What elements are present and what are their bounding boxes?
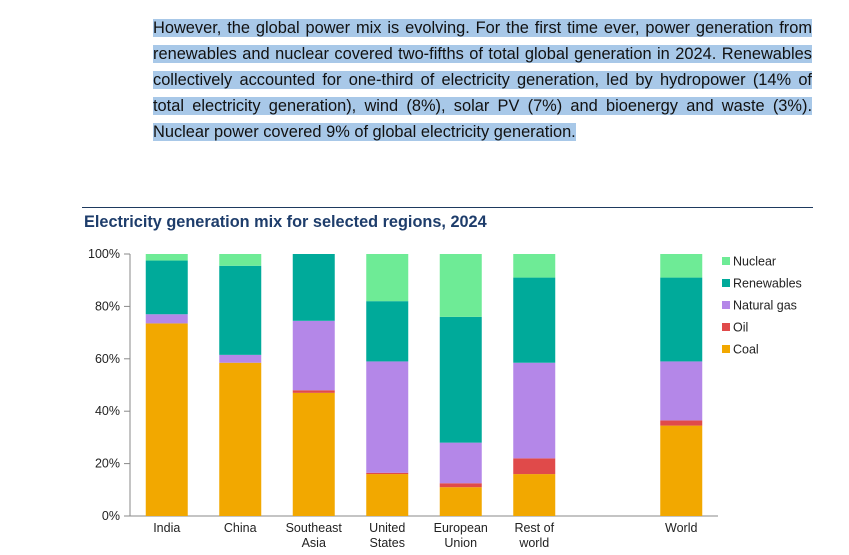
legend-swatch	[722, 301, 730, 309]
legend-label: Natural gas	[733, 299, 797, 313]
bar-segment-nuclear	[366, 254, 409, 302]
bar-segment-renewables	[219, 265, 262, 355]
legend-swatch	[722, 323, 730, 331]
x-tick-label: United States	[369, 521, 405, 550]
y-tick-label: 80%	[95, 299, 120, 313]
legend-label: Oil	[733, 321, 748, 335]
y-tick-label: 60%	[95, 352, 120, 366]
bar-segment-oil	[366, 472, 409, 475]
body-paragraph: However, the global power mix is evolvin…	[153, 15, 812, 145]
bar-segment-coal	[366, 474, 409, 516]
bar-segment-nuclear	[439, 254, 482, 317]
bar-segment-natural-gas	[292, 320, 335, 391]
bar-segment-natural-gas	[513, 362, 556, 459]
legend-label: Coal	[733, 343, 759, 357]
legend-swatch	[722, 279, 730, 287]
legend-swatch	[722, 345, 730, 353]
x-tick-label: Southeast Asia	[286, 521, 343, 550]
bar-segment-renewables	[513, 277, 556, 363]
bar-segment-renewables	[292, 254, 335, 321]
bar-segment-coal	[439, 487, 482, 516]
bar-segment-natural-gas	[145, 314, 188, 324]
legend-label: Renewables	[733, 277, 802, 291]
bar-segment-renewables	[439, 316, 482, 443]
bar-segment-coal	[660, 425, 703, 516]
bar-segment-coal	[145, 323, 188, 516]
bar-segment-natural-gas	[366, 361, 409, 473]
y-tick-label: 40%	[95, 404, 120, 418]
bar-segment-oil	[660, 420, 703, 426]
bar-segment-nuclear	[660, 254, 703, 278]
bar-segment-renewables	[366, 301, 409, 362]
bar-segment-coal	[219, 362, 262, 516]
x-tick-label: India	[153, 521, 180, 535]
bar-segment-natural-gas	[439, 442, 482, 484]
x-tick-label: European Union	[434, 521, 488, 550]
legend-swatch	[722, 257, 730, 265]
y-tick-label: 20%	[95, 457, 120, 471]
bar-segment-coal	[513, 474, 556, 516]
bar-segment-nuclear	[219, 254, 262, 266]
title-divider	[82, 207, 813, 208]
bar-segment-oil	[513, 458, 556, 475]
bar-segment-natural-gas	[219, 354, 262, 363]
bar-segment-nuclear	[513, 254, 556, 278]
chart-title: Electricity generation mix for selected …	[84, 213, 487, 231]
bar-segment-natural-gas	[660, 361, 703, 421]
x-tick-label: China	[224, 521, 257, 535]
x-tick-label: Rest of world	[514, 521, 554, 550]
bar-segment-renewables	[145, 260, 188, 315]
bar-segment-renewables	[660, 277, 703, 362]
bar-segment-oil	[292, 390, 335, 393]
y-tick-label: 100%	[88, 247, 120, 261]
x-tick-label: World	[665, 521, 697, 535]
y-tick-label: 0%	[102, 509, 120, 523]
bar-segment-oil	[439, 483, 482, 488]
legend-label: Nuclear	[733, 255, 776, 269]
bar-segment-coal	[292, 392, 335, 516]
bar-segment-nuclear	[145, 254, 188, 261]
